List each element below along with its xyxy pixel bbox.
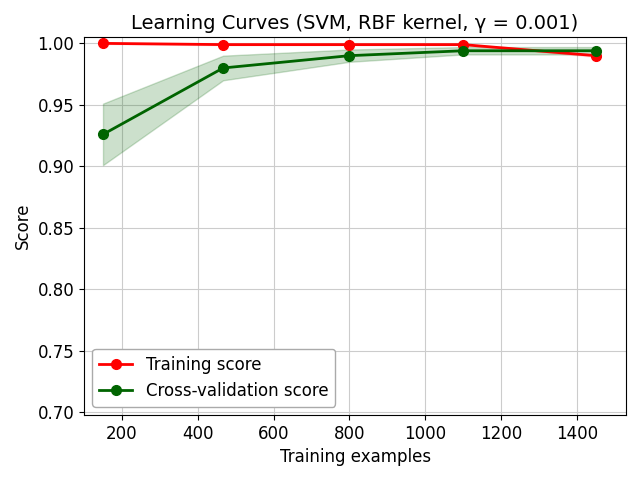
Line: Cross-validation score: Cross-validation score (98, 46, 601, 139)
Cross-validation score (220, 65, 227, 71)
Training score (346, 42, 353, 48)
Cross-validation score (99, 132, 107, 137)
Line: Training score: Training score (98, 38, 601, 60)
Cross-validation score (592, 48, 600, 54)
Training score (220, 42, 227, 48)
Training score (99, 40, 107, 46)
Y-axis label: Score: Score (14, 203, 32, 249)
Cross-validation score (346, 53, 353, 59)
Legend: Training score, Cross-validation score: Training score, Cross-validation score (92, 349, 335, 407)
Title: Learning Curves (SVM, RBF kernel, γ = 0.001): Learning Curves (SVM, RBF kernel, γ = 0.… (131, 14, 579, 33)
Training score (460, 42, 467, 48)
Cross-validation score (460, 48, 467, 54)
Training score (592, 53, 600, 59)
X-axis label: Training examples: Training examples (280, 448, 431, 466)
